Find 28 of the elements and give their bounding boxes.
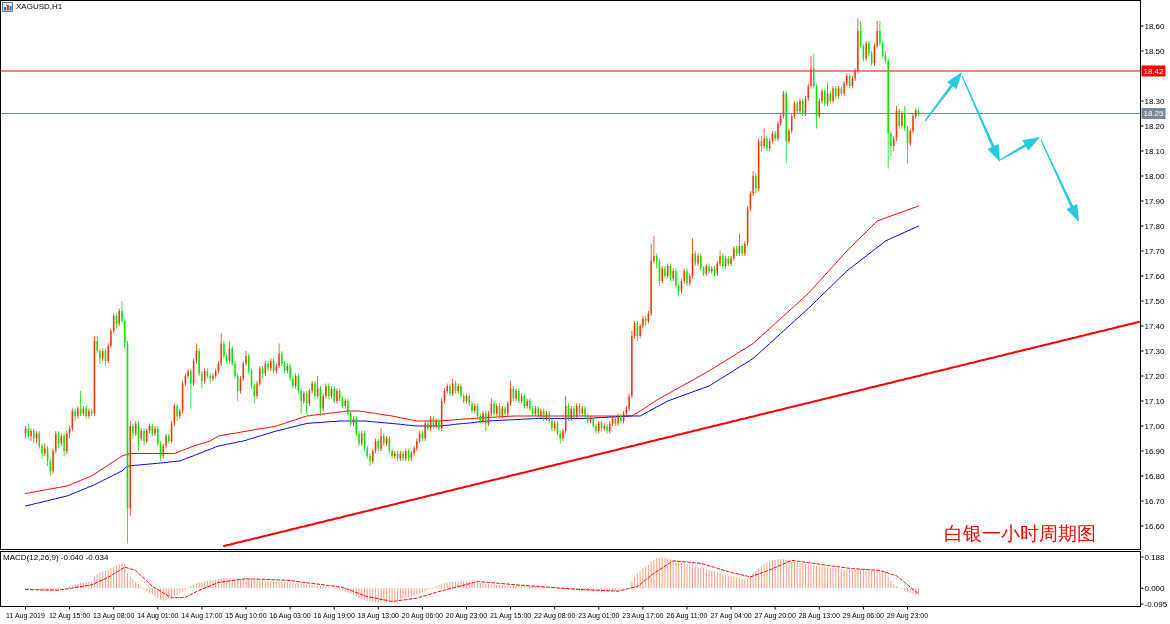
y-tick-label: -0.095 [1144,599,1168,609]
y-tick-label: 17.70 [1144,246,1166,256]
y-tick-label: 17.90 [1144,196,1166,206]
y-tick-label: 16.60 [1144,521,1166,531]
y-tick-label: 18.10 [1144,146,1166,156]
y-tick-label: 0.188 [1144,552,1166,562]
y-tick-label: 18.20 [1144,121,1166,131]
y-tick-label: 17.60 [1144,271,1166,281]
y-tick-label: 18.50 [1144,46,1166,56]
y-tick-label: 16.70 [1144,496,1166,506]
chart-title: XAGUSD,H1 [16,2,63,11]
annotation: 白银一小时周期图 [943,522,1096,544]
y-tick-label: 17.10 [1144,396,1166,406]
y-tick-label: 16.80 [1144,471,1166,481]
ref-line-label: 18.25 [1143,109,1165,119]
y-tick-label: 18.60 [1144,21,1166,31]
y-tick-label: 18.30 [1144,96,1166,106]
y-tick-label: 17.40 [1144,321,1166,331]
y-tick-label: 17.50 [1144,296,1166,306]
ref-line-label: 18.42 [1143,66,1165,76]
y-tick-label: 17.20 [1144,371,1166,381]
y-tick-label: 18.00 [1144,171,1166,181]
y-tick-label: 17.30 [1144,346,1166,356]
y-tick-label: 0.000 [1144,584,1166,594]
chart-title: MACD(12,26,9) -0.040 -0.034 [3,553,109,562]
y-tick-label: 17.00 [1144,421,1166,431]
y-tick-label: 17.80 [1144,221,1166,231]
y-tick-label: 16.90 [1144,446,1166,456]
